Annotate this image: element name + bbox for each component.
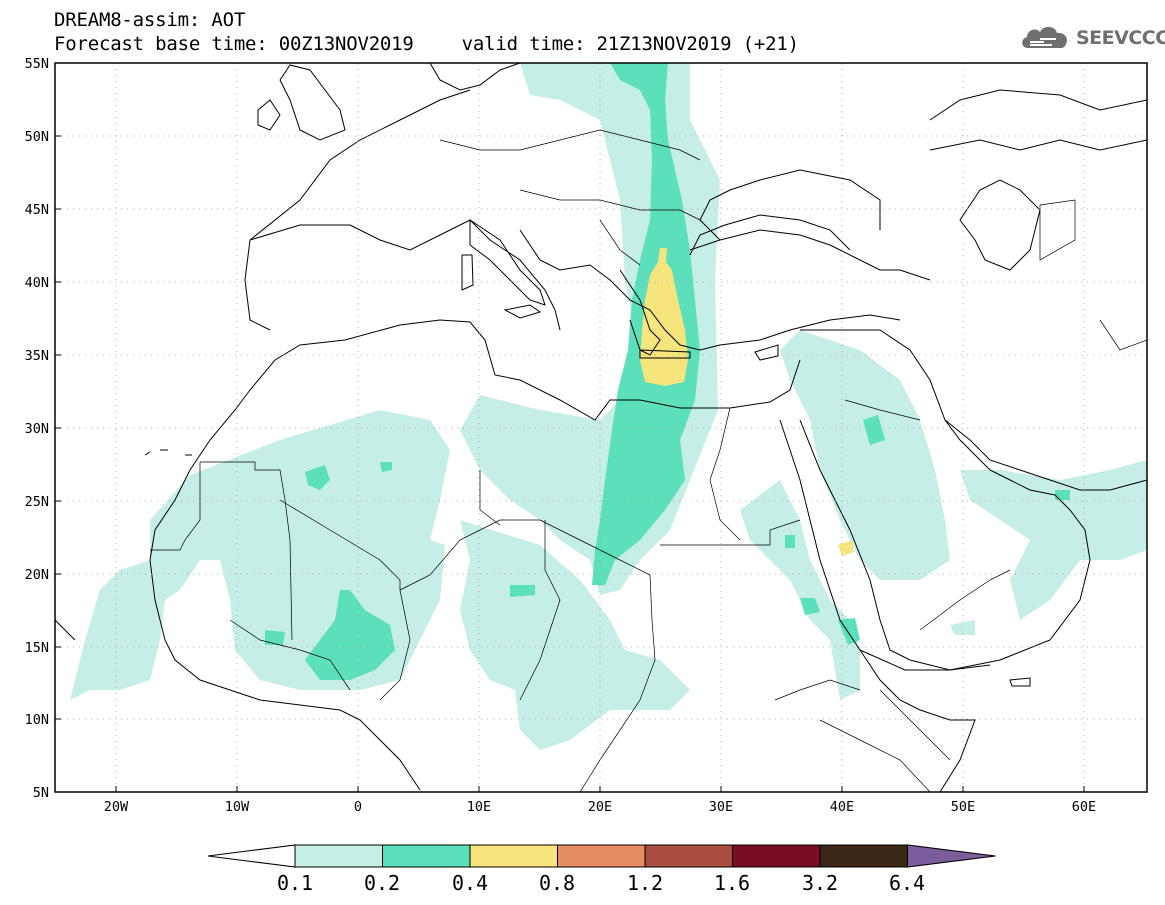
colorbar-segment bbox=[732, 844, 821, 868]
map-grid bbox=[55, 63, 1147, 792]
forecast-times: Forecast base time: 00Z13NOV2019 valid ti… bbox=[54, 33, 799, 55]
lat-label: 5N bbox=[33, 785, 49, 801]
lat-label: 30N bbox=[25, 421, 49, 437]
colorbar-label: 0.2 bbox=[364, 871, 400, 895]
colorbar-low-triangle bbox=[207, 844, 296, 868]
lon-label: 20E bbox=[588, 799, 612, 815]
lon-label: 10E bbox=[467, 799, 491, 815]
aot-field bbox=[70, 63, 1147, 750]
colorbar-segment bbox=[294, 844, 383, 868]
colorbar-boxes bbox=[207, 844, 996, 868]
seevccc-logo: SEEVCCC bbox=[1018, 22, 1165, 54]
lat-label: 35N bbox=[25, 348, 49, 364]
colorbar-label: 6.4 bbox=[889, 871, 925, 895]
colorbar-label: 0.1 bbox=[277, 871, 313, 895]
cloud-icon bbox=[1022, 26, 1067, 48]
colorbar-high-triangle bbox=[907, 844, 996, 868]
colorbar-segment bbox=[469, 844, 558, 868]
lon-label: 50E bbox=[951, 799, 975, 815]
lat-label: 15N bbox=[25, 640, 49, 656]
colorbar-labels: 0.1 0.2 0.4 0.8 1.2 1.6 3.2 6.4 bbox=[277, 871, 925, 895]
colorbar-segment bbox=[557, 844, 646, 868]
colorbar-label: 0.4 bbox=[452, 871, 488, 895]
map-title: DREAM8-assim: AOT bbox=[54, 9, 246, 31]
base-time: Forecast base time: 00Z13NOV2019 bbox=[54, 33, 414, 55]
colorbar-segment bbox=[382, 844, 471, 868]
colorbar-label: 1.2 bbox=[627, 871, 663, 895]
colorbar-label: 1.6 bbox=[714, 871, 750, 895]
lon-label: 40E bbox=[830, 799, 854, 815]
lat-label: 55N bbox=[25, 56, 49, 72]
lon-labels: 20W 10W 0 10E 20E 30E 40E 50E 60E bbox=[104, 799, 1096, 815]
lon-label: 20W bbox=[104, 799, 129, 815]
colorbar-segment bbox=[819, 844, 908, 868]
lat-label: 10N bbox=[25, 712, 49, 728]
lat-label: 20N bbox=[25, 567, 49, 583]
colorbar-label: 0.8 bbox=[539, 871, 575, 895]
lat-label: 40N bbox=[25, 275, 49, 291]
logo-text: SEEVCCC bbox=[1076, 27, 1165, 49]
lon-label: 30E bbox=[709, 799, 733, 815]
lon-label: 0 bbox=[354, 799, 362, 815]
lat-label: 50N bbox=[25, 129, 49, 145]
lon-label: 60E bbox=[1072, 799, 1096, 815]
colorbar-label: 3.2 bbox=[802, 871, 838, 895]
lat-label: 45N bbox=[25, 202, 49, 218]
colorbar-segment bbox=[644, 844, 733, 868]
lat-labels: 55N 50N 45N 40N 35N 30N 25N 20N 15N 10N … bbox=[25, 56, 49, 801]
lat-label: 25N bbox=[25, 494, 49, 510]
axis-ticks bbox=[55, 135, 1085, 792]
lon-label: 10W bbox=[225, 799, 250, 815]
valid-time: valid time: 21Z13NOV2019 (+21) bbox=[461, 33, 799, 55]
